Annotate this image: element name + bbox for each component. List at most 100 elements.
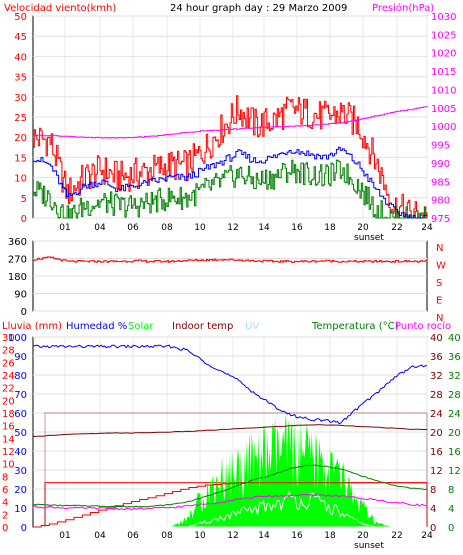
temperature-tick-label: 20: [448, 428, 461, 439]
legend-label: Humedad %: [66, 321, 127, 332]
indoor-temp-line: [32, 424, 427, 437]
humidity-tick-label: 70: [14, 390, 27, 401]
x-tick-label: 14: [258, 223, 270, 233]
temperature-tick-label: 24: [448, 409, 461, 420]
humidity-tick-label: 20: [14, 485, 27, 496]
humidity-tick-label: 30: [14, 466, 27, 477]
dewpoint-line: [32, 493, 428, 511]
pressure-tick-label: 990: [431, 159, 450, 170]
legend-label: Lluvia (mm): [2, 321, 62, 332]
direction-tick-label: 360: [8, 237, 27, 248]
wind-tick-label: 45: [14, 32, 27, 43]
wind-tick-label: 20: [14, 133, 27, 144]
x-tick-label: 22: [391, 223, 402, 233]
pressure-tick-label: 1020: [431, 49, 456, 60]
temperature-line: [32, 464, 428, 508]
rain-tick-label: 12: [2, 447, 15, 458]
rain-tick-label: 2: [2, 510, 8, 521]
indoor-temp-tick-label: 16: [430, 447, 443, 458]
gust-series-line: [33, 95, 428, 219]
rain-tick-label: 16: [2, 422, 15, 433]
direction-tick-label: 180: [8, 272, 27, 283]
wind-tick-label: 35: [14, 73, 27, 84]
legend-label: Indoor temp: [172, 321, 233, 332]
temperature-tick-label: 0: [448, 523, 454, 534]
rain-tick-label: 4: [2, 498, 8, 509]
pressure-tick-label: 1005: [431, 104, 456, 115]
compass-label: E: [436, 296, 442, 307]
wind-tick-label: 50: [14, 12, 27, 23]
legend-label: Punto rocío: [395, 320, 451, 332]
x-tick-label: 06: [127, 223, 139, 233]
x-tick-label: 14: [258, 531, 270, 541]
pressure-tick-label: 995: [431, 141, 450, 152]
temperature-tick-label: 40: [448, 333, 461, 344]
compass-label: N: [436, 313, 443, 324]
x-tick-label: 20: [357, 223, 369, 233]
indoor-temp-tick-label: 0: [430, 523, 436, 534]
x-tick-label: 08: [161, 531, 173, 541]
temperature-tick-label: 4: [448, 504, 454, 515]
humidity-tick-label: 10: [14, 504, 27, 515]
humidity-tick-label: 50: [14, 428, 27, 439]
pressure-axis-title: Presión(hPa): [372, 2, 434, 14]
pressure-tick-label: 1030: [431, 12, 456, 23]
wind-direction-line: [33, 256, 428, 263]
wind-series-line: [33, 146, 428, 219]
direction-tick-label: 270: [8, 255, 27, 266]
humidity-tick-label: 80: [14, 371, 27, 382]
x-tick-label: 12: [227, 223, 238, 233]
rain-tick-label: 24: [2, 371, 15, 382]
x-tick-label: 24: [421, 223, 433, 233]
uv-line: [33, 490, 427, 528]
rain-tick-label: 6: [2, 485, 8, 496]
wind-tick-label: 40: [14, 52, 27, 63]
x-tick-label: 04: [94, 223, 106, 233]
humidity-tick-label: 90: [14, 352, 27, 363]
wind-tick-label: 30: [14, 93, 27, 104]
x-tick-label: 08: [161, 223, 173, 233]
pressure-series-line: [33, 106, 428, 139]
pressure-tick-label: 975: [431, 214, 450, 225]
x-tick-label: 18: [324, 531, 336, 541]
indoor-temp-tick-label: 36: [430, 352, 443, 363]
wind-tick-label: 0: [21, 214, 27, 225]
indoor-temp-tick-label: 12: [430, 466, 443, 477]
indoor-temp-tick-label: 8: [430, 485, 436, 496]
rain-tick-label: 22: [2, 384, 15, 395]
x-tick-label: 10: [194, 223, 206, 233]
pressure-tick-label: 985: [431, 177, 450, 188]
x-tick-label: 10: [194, 531, 206, 541]
rain-tick-label: 28: [2, 346, 15, 357]
rain-tick-label: 20: [2, 396, 15, 407]
temperature-tick-label: 16: [448, 447, 461, 458]
wind-axis-title: Velocidad viento(kmh): [4, 3, 116, 14]
min-wind-series-line: [33, 159, 427, 219]
wind-tick-label: 25: [14, 113, 27, 124]
rain-tick-label: 10: [2, 460, 15, 471]
temperature-tick-label: 12: [448, 466, 461, 477]
legend-label: UV: [245, 321, 259, 332]
rain-tick-label: 30: [2, 333, 15, 344]
indoor-temp-tick-label: 4: [430, 504, 436, 515]
direction-tick-label: 0: [21, 307, 27, 318]
legend-label: Temperatura (°C): [311, 321, 399, 332]
chart-title: 24 hour graph day : 29 Marzo 2009: [170, 3, 347, 14]
humidity-tick-label: 100: [8, 333, 27, 344]
x-tick-label: 01: [59, 531, 70, 541]
x-tick-label: 24: [421, 531, 433, 541]
sunset-label-3: sunset: [354, 541, 384, 551]
pressure-tick-label: 1015: [431, 67, 456, 78]
rain-tick-label: 18: [2, 409, 15, 420]
x-tick-label: 18: [324, 223, 336, 233]
temperature-tick-label: 8: [448, 485, 454, 496]
humidity-tick-label: 0: [21, 523, 27, 534]
pressure-tick-label: 1000: [431, 122, 456, 133]
indoor-temp-tick-label: 20: [430, 428, 443, 439]
rain-tick-label: 0: [2, 523, 8, 534]
x-tick-label: 12: [227, 531, 238, 541]
legend-label: Solar: [128, 321, 154, 332]
pressure-tick-label: 1010: [431, 85, 456, 96]
rain-tick-label: 14: [2, 434, 15, 445]
indoor-temp-tick-label: 28: [430, 390, 443, 401]
